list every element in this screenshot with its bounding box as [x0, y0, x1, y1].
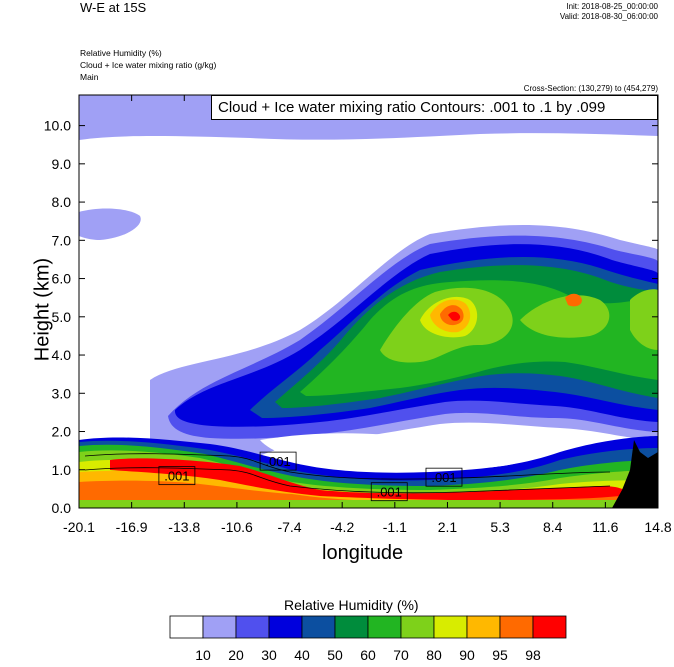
x-axis-label: longitude: [322, 542, 404, 564]
y-tick-label: 10.0: [44, 118, 71, 134]
y-tick-label: 0.0: [52, 500, 72, 516]
colorbar-swatch: [334, 615, 369, 639]
contour-label-box: [158, 466, 196, 486]
colorbar-label: 30: [261, 647, 277, 663]
colorbar-swatch: [235, 615, 270, 639]
y-tick-label: 7.0: [52, 232, 72, 248]
contour-label-box: [425, 467, 463, 487]
colorbar-label: 20: [228, 647, 244, 663]
x-tick-label: -4.2: [330, 519, 354, 535]
colorbar-swatch: [400, 615, 435, 639]
colorbar-label: 90: [459, 647, 475, 663]
x-tick-label: -10.6: [221, 519, 253, 535]
x-tick-label: -7.4: [277, 519, 301, 535]
contour-label: .001: [377, 485, 402, 500]
colorbar-label: 50: [327, 647, 343, 663]
x-tick-label: -16.9: [116, 519, 148, 535]
valid-time: Valid: 2018-08-30_06:00:00: [559, 12, 658, 21]
contour-labels: .001 .001 .001 .001: [158, 451, 463, 502]
x-tick-label: 11.6: [592, 519, 618, 535]
contour-info-box: Cloud + Ice water mixing ratio Contours:…: [211, 95, 658, 120]
colorbar-label: 60: [360, 647, 376, 663]
y-tick-label: 6.0: [52, 271, 72, 287]
y-tick-label: 2.0: [52, 424, 72, 440]
x-tick-label: 2.1: [438, 519, 458, 535]
colorbar-swatch: [466, 615, 501, 639]
colorbar: 10 20 30 40 50 60 70 80 90 95 98: [169, 615, 567, 663]
field-label-qcloud: Cloud + Ice water mixing ratio (g/kg): [80, 60, 217, 70]
x-tick-label: -13.8: [168, 519, 200, 535]
colorbar-swatch: [433, 615, 468, 639]
y-axis-label: Height (km): [31, 257, 54, 362]
y-tick-label: 3.0: [52, 385, 72, 401]
cross-section-label: Cross-Section: (130,279) to (454,279): [523, 84, 658, 93]
y-axis: 0.0 1.0 2.0 3.0 4.0 5.0 6.0 7.0 8.0 9.0 10.0: [44, 118, 658, 516]
colorbar-title: Relative Humidity (%): [284, 597, 419, 613]
colorbar-label: 70: [393, 647, 409, 663]
field-label-main: Main: [80, 72, 99, 82]
colorbar-swatch: [532, 615, 567, 639]
colorbar-swatch: [301, 615, 336, 639]
init-time: Init: 2018-08-25_00:00:00: [566, 2, 658, 11]
x-tick-label: 5.3: [490, 519, 510, 535]
y-tick-label: 8.0: [52, 194, 72, 210]
contour-label: .001: [265, 454, 290, 469]
colorbar-label: 95: [492, 647, 508, 663]
contour-label-box: [370, 482, 408, 502]
colorbar-swatch: [367, 615, 402, 639]
contour-label: .001: [431, 470, 456, 485]
y-tick-label: 9.0: [52, 156, 72, 172]
field-label-rh: Relative Humidity (%): [80, 48, 162, 58]
contour-label-box: [259, 451, 297, 471]
colorbar-swatch: [169, 615, 204, 639]
contour-label: .001: [164, 469, 189, 484]
humidity-field: [79, 95, 658, 508]
y-tick-label: 4.0: [52, 347, 72, 363]
colorbar-label: 98: [525, 647, 541, 663]
colorbar-swatch: [268, 615, 303, 639]
colorbar-swatch: [202, 615, 237, 639]
chart-title: W-E at 15S: [80, 0, 147, 15]
x-tick-label: 14.8: [644, 519, 671, 535]
terrain: [612, 440, 658, 508]
x-tick-label: 8.4: [543, 519, 563, 535]
x-tick-label: -1.1: [383, 519, 407, 535]
x-tick-label: -20.1: [63, 519, 95, 535]
y-tick-label: 1.0: [52, 462, 72, 478]
colorbar-label: 10: [195, 647, 211, 663]
colorbar-swatch: [499, 615, 534, 639]
y-tick-label: 5.0: [52, 309, 72, 325]
colorbar-label: 80: [426, 647, 442, 663]
colorbar-label: 40: [294, 647, 310, 663]
